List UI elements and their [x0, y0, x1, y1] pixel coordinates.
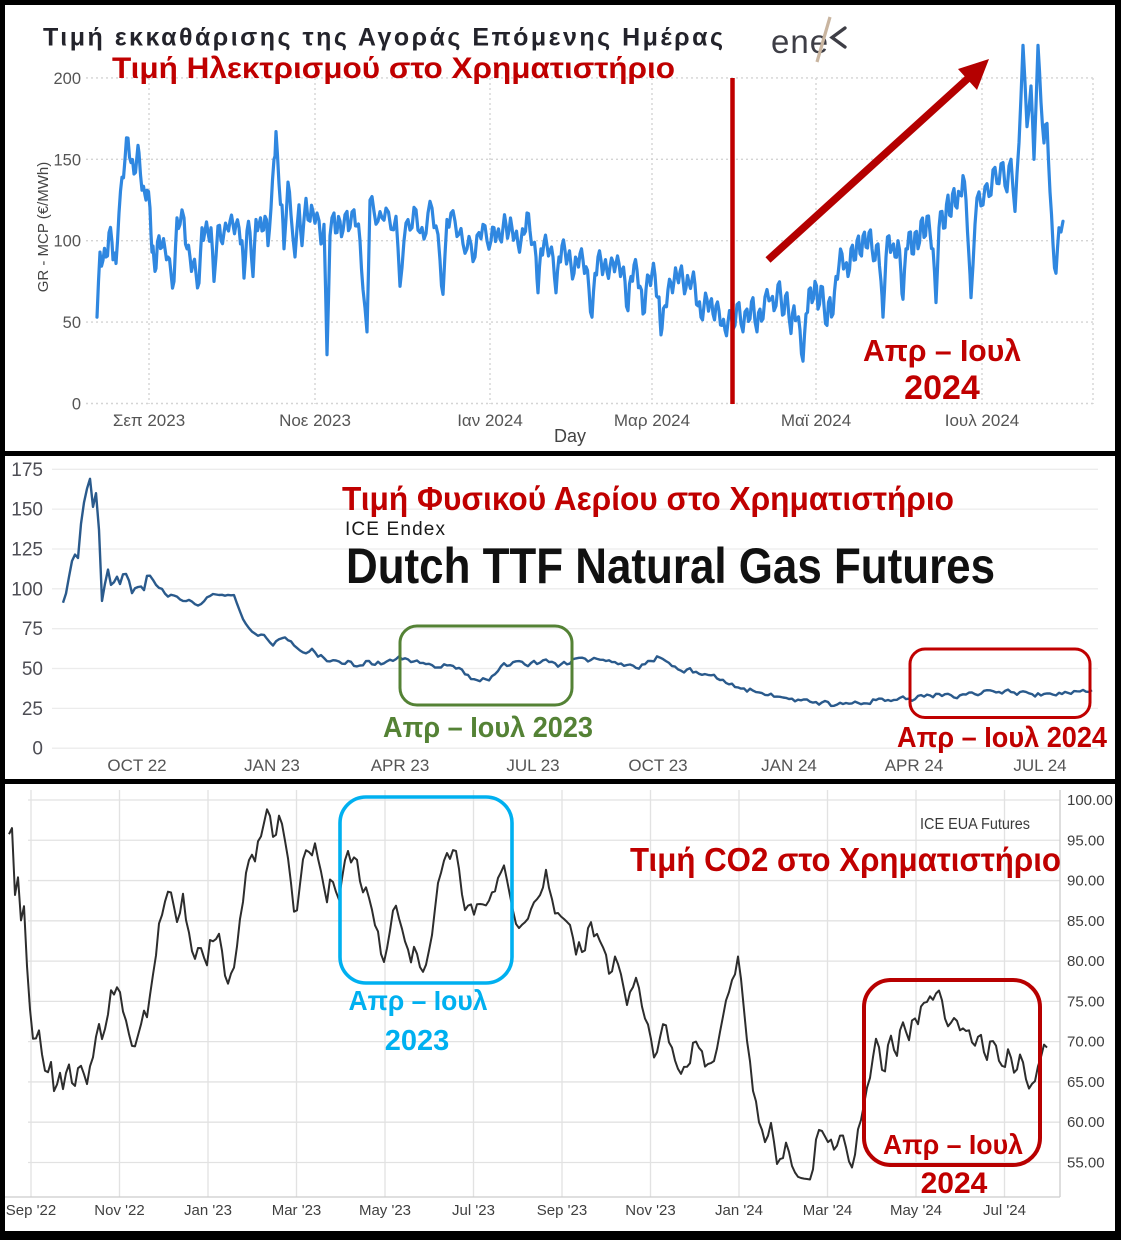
- svg-text:Απρ – Ιουλ: Απρ – Ιουλ: [863, 333, 1021, 368]
- svg-text:GR - MCP (€/MWh): GR - MCP (€/MWh): [35, 162, 52, 293]
- svg-text:Nov '22: Nov '22: [94, 1202, 144, 1219]
- svg-text:2024: 2024: [921, 1167, 988, 1200]
- svg-text:Jan '23: Jan '23: [184, 1202, 232, 1219]
- svg-text:150: 150: [11, 500, 43, 521]
- svg-text:Ιαν 2024: Ιαν 2024: [457, 411, 523, 430]
- svg-text:Nov '23: Nov '23: [625, 1202, 675, 1219]
- svg-text:2023: 2023: [385, 1025, 450, 1057]
- svg-text:Σεπ 2023: Σεπ 2023: [113, 411, 185, 430]
- svg-text:70.00: 70.00: [1067, 1034, 1105, 1051]
- svg-text:0: 0: [72, 396, 81, 414]
- svg-text:0: 0: [32, 739, 43, 760]
- svg-text:Sep '22: Sep '22: [6, 1202, 56, 1219]
- svg-text:100: 100: [11, 579, 43, 600]
- svg-text:Νοε 2023: Νοε 2023: [279, 411, 351, 430]
- svg-text:Απρ – Ιουλ 2023: Απρ – Ιουλ 2023: [383, 712, 593, 744]
- svg-text:Τιμή Φυσικού Αερίου στο Χρηματ: Τιμή Φυσικού Αερίου στο Χρηματιστήριο: [342, 480, 954, 517]
- svg-text:Τιμή Ηλεκτρισμού στο Χρηματιστ: Τιμή Ηλεκτρισμού στο Χρηματιστήριο: [112, 52, 675, 85]
- svg-text:Μαϊ 2024: Μαϊ 2024: [781, 411, 851, 430]
- svg-text:APR 24: APR 24: [885, 756, 944, 775]
- svg-text:200: 200: [53, 70, 81, 88]
- svg-text:JAN 24: JAN 24: [761, 756, 817, 775]
- svg-text:JAN 23: JAN 23: [244, 756, 300, 775]
- svg-text:ICE Endex: ICE Endex: [345, 519, 446, 540]
- svg-text:Dutch TTF Natural Gas Futures: Dutch TTF Natural Gas Futures: [346, 538, 995, 594]
- svg-text:ICE EUA Futures: ICE EUA Futures: [920, 816, 1030, 833]
- svg-text:OCT 22: OCT 22: [107, 756, 166, 775]
- svg-text:125: 125: [11, 540, 43, 561]
- svg-text:150: 150: [53, 151, 81, 169]
- svg-text:Mar '23: Mar '23: [272, 1202, 322, 1219]
- svg-text:65.00: 65.00: [1067, 1074, 1105, 1091]
- svg-text:75: 75: [22, 619, 43, 640]
- svg-text:50: 50: [22, 659, 43, 680]
- svg-text:95.00: 95.00: [1067, 832, 1105, 849]
- svg-text:90.00: 90.00: [1067, 873, 1105, 890]
- svg-text:Μαρ 2024: Μαρ 2024: [614, 411, 690, 430]
- svg-text:Τιμή CO2 στο Χρηματιστήριο: Τιμή CO2 στο Χρηματιστήριο: [630, 841, 1061, 878]
- svg-text:55.00: 55.00: [1067, 1155, 1105, 1172]
- svg-text:2024: 2024: [904, 369, 980, 407]
- svg-text:APR 23: APR 23: [371, 756, 430, 775]
- svg-text:100.00: 100.00: [1067, 792, 1113, 809]
- svg-text:JUL 23: JUL 23: [506, 756, 559, 775]
- svg-text:Απρ – Ιουλ 2024: Απρ – Ιουλ 2024: [897, 722, 1107, 754]
- svg-text:Jul '24: Jul '24: [983, 1202, 1026, 1219]
- svg-text:Mar '24: Mar '24: [803, 1202, 853, 1219]
- svg-text:Απρ – Ιουλ: Απρ – Ιουλ: [883, 1129, 1023, 1160]
- svg-text:175: 175: [11, 460, 43, 481]
- svg-text:50: 50: [63, 314, 81, 332]
- svg-text:75.00: 75.00: [1067, 993, 1105, 1010]
- svg-text:85.00: 85.00: [1067, 913, 1105, 930]
- svg-text:60.00: 60.00: [1067, 1114, 1105, 1131]
- svg-text:May '24: May '24: [890, 1202, 942, 1219]
- svg-text:Jan '24: Jan '24: [715, 1202, 763, 1219]
- svg-text:25: 25: [22, 699, 43, 720]
- svg-text:Τιμή εκκαθάρισης της Αγοράς Επ: Τιμή εκκαθάρισης της Αγοράς Επόμενης Ημέ…: [43, 24, 723, 52]
- svg-text:OCT 23: OCT 23: [628, 756, 687, 775]
- svg-text:Ιουλ 2024: Ιουλ 2024: [945, 411, 1020, 430]
- svg-text:Απρ – Ιουλ: Απρ – Ιουλ: [349, 985, 488, 1016]
- svg-text:80.00: 80.00: [1067, 953, 1105, 970]
- svg-text:100: 100: [53, 233, 81, 251]
- svg-text:Jul '23: Jul '23: [452, 1202, 495, 1219]
- svg-text:Day: Day: [554, 426, 586, 446]
- svg-text:JUL 24: JUL 24: [1013, 756, 1066, 775]
- svg-text:Sep '23: Sep '23: [537, 1202, 587, 1219]
- svg-text:May '23: May '23: [359, 1202, 411, 1219]
